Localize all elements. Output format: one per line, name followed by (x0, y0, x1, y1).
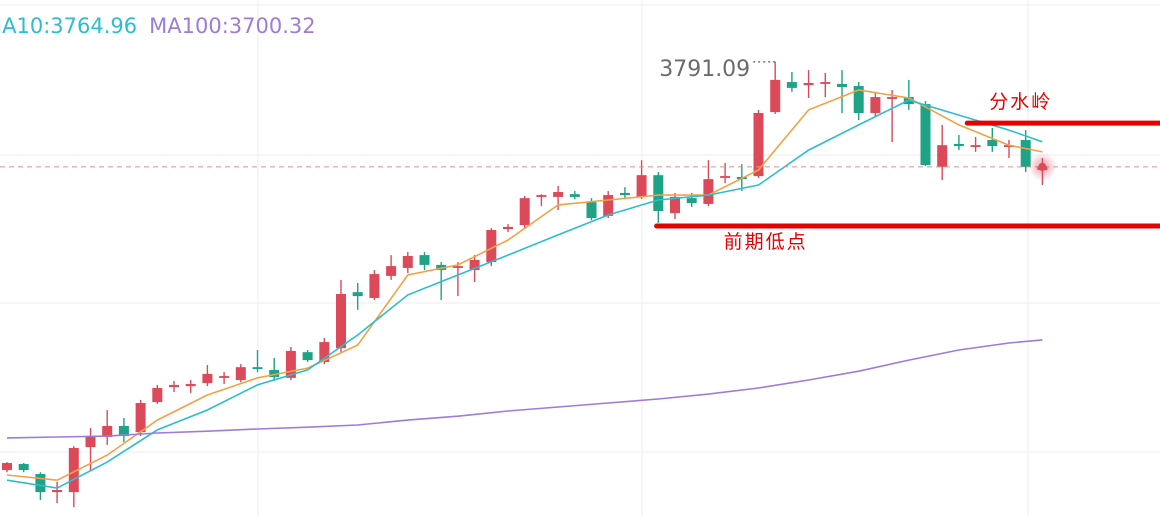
candle-body (953, 143, 964, 147)
ma-line (6, 99, 1043, 489)
last-price-dot (1038, 162, 1047, 171)
candle-body (52, 489, 63, 493)
candles (2, 61, 1048, 508)
candle-body (369, 274, 380, 298)
candle-body (870, 97, 881, 113)
candle-body (2, 463, 12, 471)
candle-body (987, 139, 998, 147)
candle-body (536, 195, 547, 197)
candle-body (185, 384, 196, 387)
candle-body (102, 425, 113, 437)
candle-body (319, 342, 330, 362)
candle-body (135, 403, 146, 433)
candle-body (386, 266, 397, 276)
candle-body (619, 192, 630, 196)
candle-body (820, 82, 831, 84)
candle-body (419, 255, 430, 265)
candle-body (519, 198, 530, 226)
candle-body (503, 226, 513, 230)
candle-body (219, 376, 230, 378)
candle-body (703, 179, 714, 204)
candle-body (837, 83, 847, 87)
candle-body (18, 463, 29, 471)
candle-body (1004, 145, 1014, 147)
candle-body (118, 425, 129, 437)
candle-body (920, 104, 931, 166)
candle-body (452, 266, 463, 268)
candle-body (586, 202, 597, 219)
candle-body (887, 97, 898, 99)
candle-body (469, 259, 480, 271)
candle-body (235, 367, 246, 381)
candle-body (670, 196, 680, 214)
candle-body (636, 175, 647, 197)
candle-body (336, 293, 346, 349)
ma-line (6, 89, 1043, 482)
candle-body (720, 176, 731, 178)
annotation-text: 前期低点 (724, 231, 808, 253)
candle-body (569, 194, 580, 197)
candle-body (786, 82, 797, 88)
candle-body (603, 195, 614, 216)
annotation-text: 分水岭 (989, 91, 1052, 113)
candle-body (486, 229, 497, 263)
candle-body (803, 82, 814, 86)
candle-body (169, 384, 179, 388)
candle-body (269, 369, 280, 377)
candle-body (302, 352, 313, 361)
candle-body (68, 448, 79, 493)
legend-entry: MA100:3700.32 (149, 14, 315, 38)
candle-body (753, 112, 764, 177)
candle-body (937, 145, 948, 167)
ma-line (6, 339, 1043, 439)
candle-body (970, 145, 981, 147)
high-label: 3791.09 (659, 57, 750, 82)
candle-body (686, 198, 697, 204)
candle-body (653, 175, 664, 211)
candle-body (352, 292, 363, 297)
candle-body (553, 192, 564, 197)
candle-body (35, 474, 46, 493)
candle-body (402, 256, 413, 268)
candle-body (152, 387, 163, 403)
candle-body (1020, 139, 1031, 167)
candle-body (770, 79, 781, 113)
candle-body (202, 373, 213, 384)
candle-body (85, 436, 96, 448)
legend-entry: MA10:3764.96 (0, 14, 137, 38)
candle-body (252, 367, 263, 370)
candle-body (853, 86, 864, 113)
candle-body (285, 350, 296, 378)
